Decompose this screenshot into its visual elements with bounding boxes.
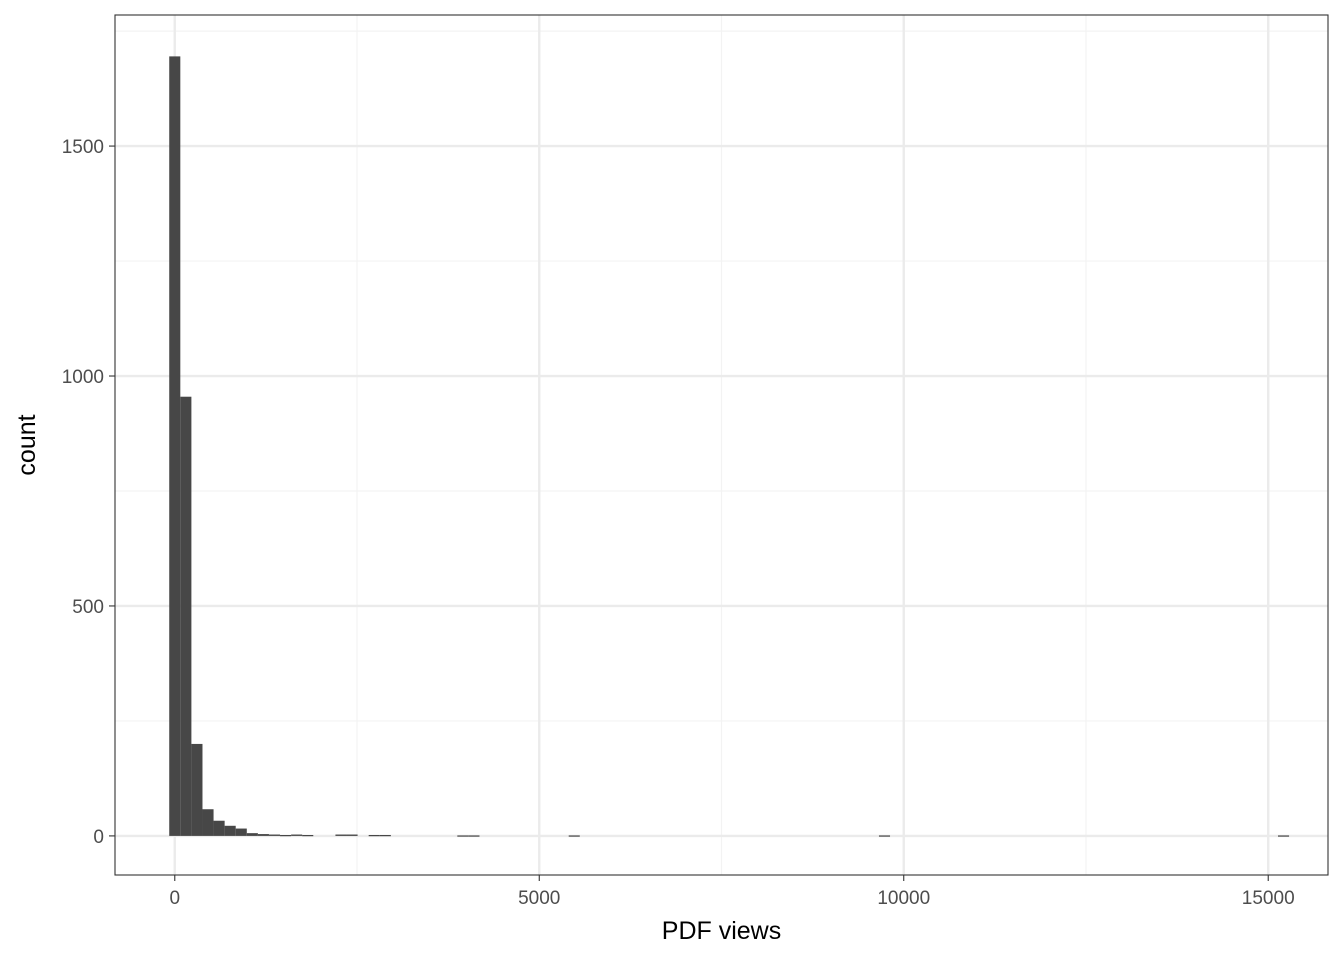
histogram-bar [468,835,480,837]
histogram-bar [191,743,203,836]
histogram-bar [291,834,303,836]
x-axis: 0 5000 10000 15000 [169,875,1295,909]
histogram-bar [302,834,314,837]
histogram-bar [180,396,192,836]
histogram-bar [268,834,281,836]
histogram-bars [169,56,1290,837]
x-tick-label: 0 [169,888,180,909]
y-tick-label: 500 [72,597,104,618]
minor-gridlines [115,15,1328,875]
histogram-bar [346,834,358,836]
panel-border [114,14,1329,876]
x-tick-label: 15000 [1242,888,1295,909]
y-tick-label: 1500 [62,137,104,158]
y-axis: 0 500 1000 1500 [62,137,115,848]
histogram-bar [257,834,269,836]
histogram-bar [457,835,469,837]
histogram-bar [169,56,181,836]
histogram-bar [213,820,225,836]
histogram-bar [335,834,347,836]
x-axis-title: PDF views [662,917,781,945]
histogram-bar [368,834,380,837]
histogram-bar [246,833,258,836]
histogram-bar [379,834,391,837]
y-tick-label: 1000 [62,367,104,388]
histogram-bar [280,834,292,837]
x-tick-label: 5000 [518,888,560,909]
y-tick-label: 0 [93,827,104,848]
histogram-bar [235,828,247,836]
x-tick-label: 10000 [877,888,930,909]
histogram-bar [878,835,891,837]
y-axis-title: count [13,414,41,475]
histogram-bar [224,825,236,836]
histogram-bar [202,809,214,836]
histogram-bar [568,835,580,837]
histogram-bar [1277,835,1290,837]
